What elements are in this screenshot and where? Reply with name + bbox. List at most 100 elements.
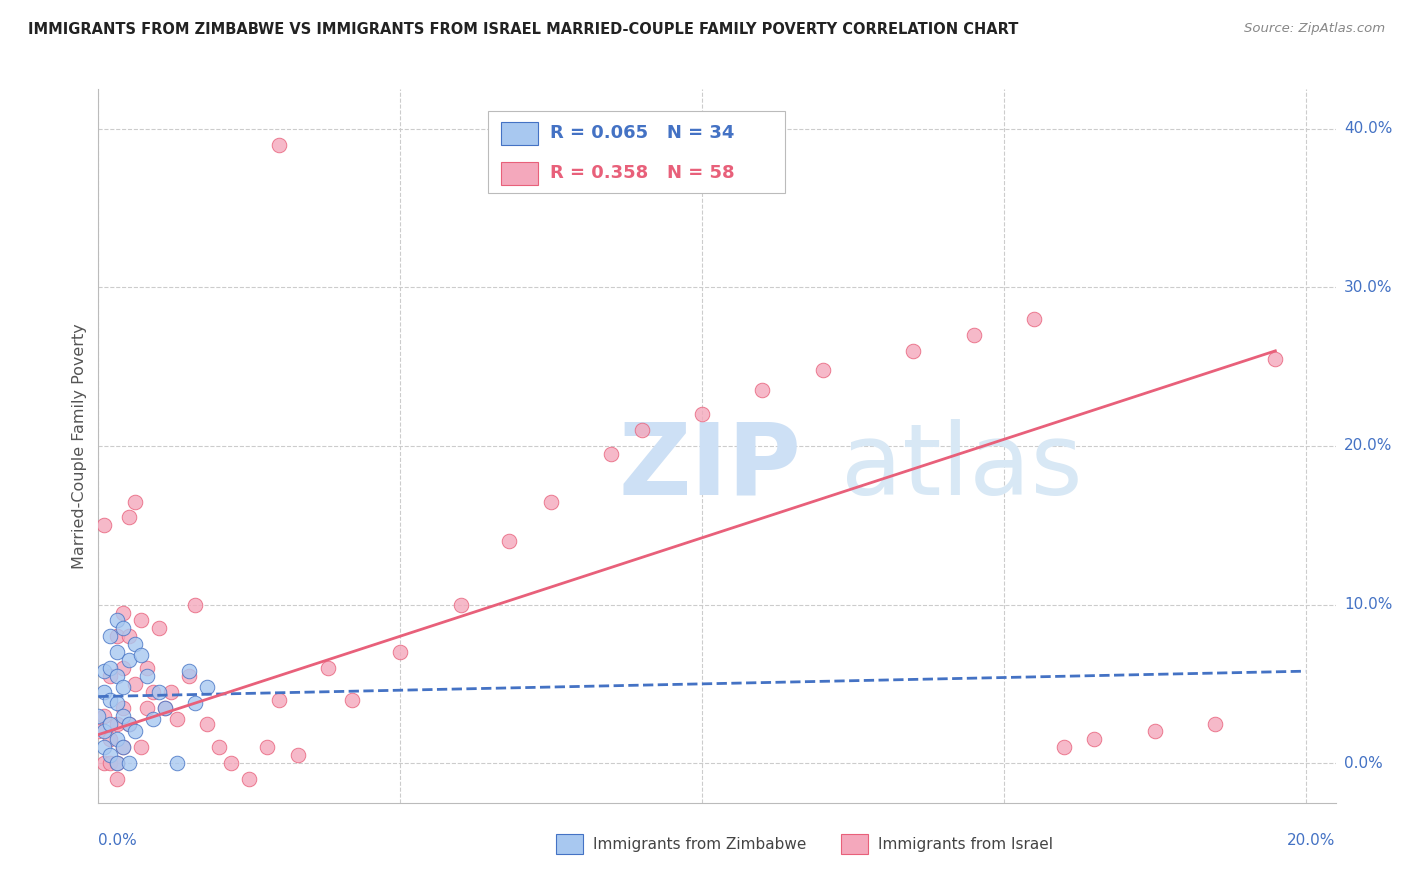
Point (751, 384, 773, 398)
Text: R = 0.065   N = 34: R = 0.065 N = 34 (550, 125, 734, 143)
Point (124, 724, 146, 739)
Point (1022, 312, 1045, 326)
Point (1143, 724, 1166, 739)
Text: Immigrants from Zimbabwe: Immigrants from Zimbabwe (593, 837, 807, 852)
Point (105, 716, 128, 731)
Point (105, 772, 128, 786)
Point (129, 740, 152, 755)
Point (450, 598, 472, 612)
Text: 10.0%: 10.0% (1344, 597, 1392, 612)
Text: R = 0.358   N = 58: R = 0.358 N = 58 (550, 164, 735, 182)
Point (100, 748, 122, 763)
Text: atlas: atlas (841, 419, 1083, 516)
Point (93, 724, 115, 739)
FancyBboxPatch shape (841, 834, 868, 855)
Point (166, 712, 188, 726)
Text: 40.0%: 40.0% (1344, 121, 1392, 136)
Point (93, 740, 115, 755)
Point (340, 692, 363, 706)
Point (238, 772, 260, 786)
Point (184, 598, 207, 612)
Point (93, 664, 115, 678)
Point (105, 756, 128, 771)
Text: Immigrants from Israel: Immigrants from Israel (877, 837, 1053, 852)
Point (135, 700, 157, 714)
Point (184, 696, 207, 710)
Point (135, 669, 157, 683)
Point (389, 645, 412, 659)
Point (1083, 732, 1105, 747)
Point (148, 685, 170, 699)
Point (287, 748, 309, 763)
Point (117, 653, 139, 667)
Point (124, 637, 146, 651)
Point (153, 700, 176, 714)
Point (93, 685, 115, 699)
Point (177, 669, 200, 683)
FancyBboxPatch shape (488, 111, 785, 193)
FancyBboxPatch shape (557, 834, 583, 855)
Point (124, 677, 146, 691)
Point (690, 407, 713, 421)
Point (117, 716, 139, 731)
Point (105, 614, 128, 628)
Point (316, 661, 339, 675)
Point (600, 447, 623, 461)
Point (100, 756, 122, 771)
Point (1264, 351, 1286, 366)
Point (117, 629, 139, 643)
Text: 0.0%: 0.0% (98, 833, 138, 848)
Text: 0.0%: 0.0% (1344, 756, 1382, 771)
Point (540, 494, 562, 508)
Point (111, 621, 134, 635)
Point (1204, 716, 1226, 731)
Point (93, 708, 115, 723)
Point (166, 756, 188, 771)
FancyBboxPatch shape (501, 162, 537, 185)
Point (87, 708, 110, 723)
Point (903, 343, 925, 358)
Point (153, 700, 176, 714)
Point (105, 696, 128, 710)
Point (100, 629, 122, 643)
Point (100, 661, 122, 675)
Text: IMMIGRANTS FROM ZIMBABWE VS IMMIGRANTS FROM ISRAEL MARRIED-COUPLE FAMILY POVERTY: IMMIGRANTS FROM ZIMBABWE VS IMMIGRANTS F… (28, 22, 1018, 37)
Point (100, 692, 122, 706)
Point (93, 756, 115, 771)
Point (148, 621, 170, 635)
Point (811, 363, 834, 377)
Point (105, 629, 128, 643)
Point (129, 648, 152, 663)
Point (630, 423, 652, 437)
Point (100, 669, 122, 683)
Point (219, 756, 242, 771)
Point (111, 740, 134, 755)
Y-axis label: Married-Couple Family Poverty: Married-Couple Family Poverty (72, 323, 87, 569)
Point (177, 664, 200, 678)
Point (100, 716, 122, 731)
Point (105, 732, 128, 747)
Point (105, 669, 128, 683)
Point (256, 740, 278, 755)
Point (111, 740, 134, 755)
Point (87, 724, 110, 739)
Point (111, 708, 134, 723)
Point (1053, 740, 1076, 755)
Point (117, 510, 139, 524)
Point (962, 328, 984, 343)
Point (269, 692, 291, 706)
Point (111, 606, 134, 620)
Point (195, 680, 218, 694)
Point (93, 518, 115, 533)
FancyBboxPatch shape (501, 122, 537, 145)
Text: 30.0%: 30.0% (1344, 280, 1392, 295)
Point (129, 614, 152, 628)
Point (117, 756, 139, 771)
Point (160, 685, 183, 699)
Text: 20.0%: 20.0% (1288, 833, 1336, 848)
Text: ZIP: ZIP (619, 419, 801, 516)
Text: Source: ZipAtlas.com: Source: ZipAtlas.com (1244, 22, 1385, 36)
Point (111, 680, 134, 694)
Point (124, 494, 146, 508)
Point (142, 685, 165, 699)
